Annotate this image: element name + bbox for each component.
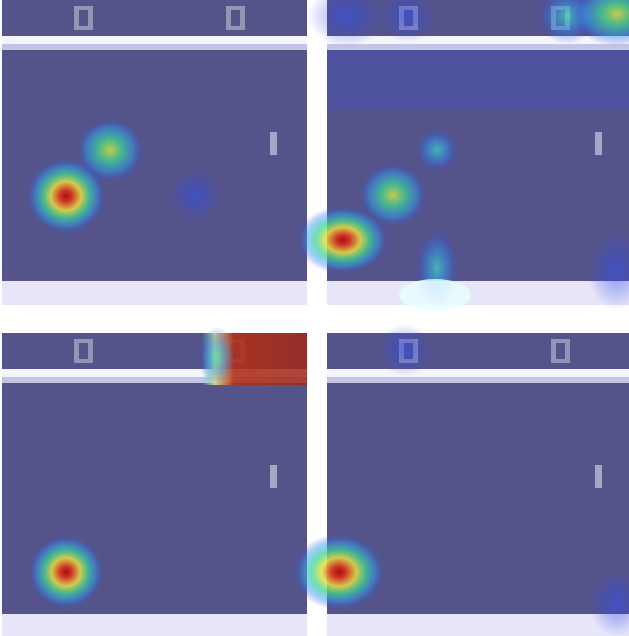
- page: [0, 0, 629, 636]
- frames-grid: [0, 0, 629, 636]
- saliency-blob: [28, 535, 104, 609]
- saliency-blob: [26, 158, 106, 234]
- frame-panel: [2, 327, 307, 636]
- frame-panel: [297, 0, 629, 311]
- saliency-blob: [199, 327, 235, 387]
- saliency-blob: [293, 534, 385, 610]
- saliency-blob: [415, 128, 459, 172]
- saliency-blob: [399, 279, 471, 311]
- saliency-blob: [167, 169, 223, 221]
- saliency-blob: [297, 206, 389, 274]
- game-frame: [2, 0, 307, 305]
- frame-panel: [293, 324, 629, 636]
- frame-panel: [2, 0, 307, 305]
- saliency-blob: [377, 324, 433, 376]
- saliency-haze: [327, 50, 629, 110]
